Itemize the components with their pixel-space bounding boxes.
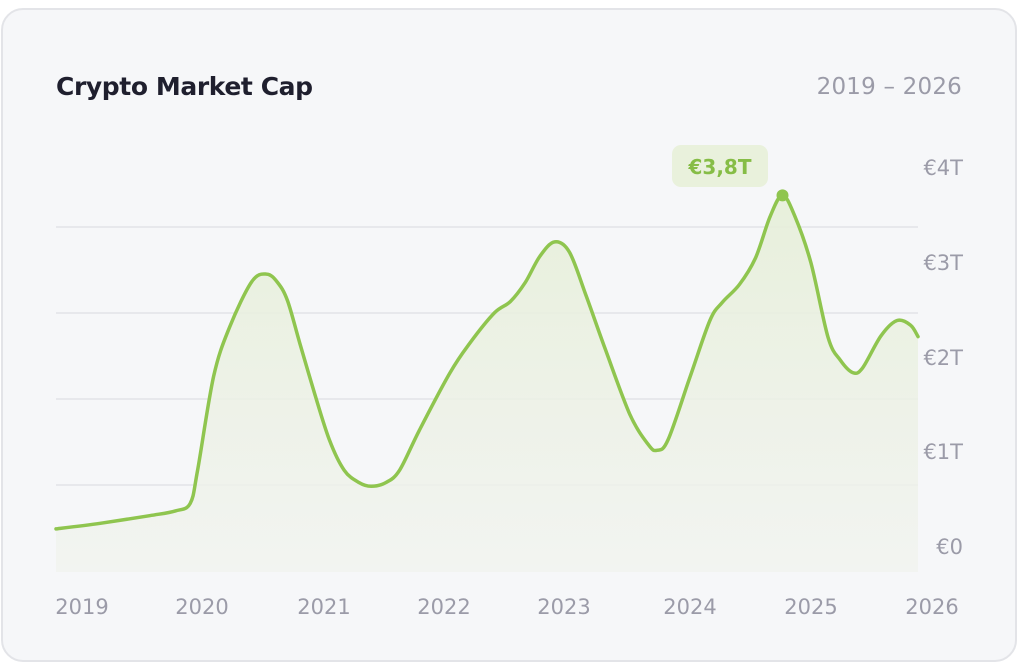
x-tick-label: 2023: [537, 595, 590, 619]
data-line: [54, 193, 920, 531]
y-tick-label: €0: [936, 535, 963, 559]
peak-marker[interactable]: [776, 189, 789, 202]
date-range: 2019 – 2026: [816, 74, 962, 100]
x-tick-label: 2020: [175, 595, 228, 619]
y-tick-label: €2T: [923, 346, 963, 370]
chart-title: Crypto Market Cap: [56, 72, 313, 101]
x-tick-label: 2024: [663, 595, 716, 619]
x-tick-label: 2026: [905, 595, 958, 619]
x-tick-label: 2022: [417, 595, 470, 619]
y-tick-label: €1T: [923, 440, 963, 464]
tooltip: €3,8T: [672, 145, 768, 187]
tooltip-value: €3,8T: [688, 155, 752, 179]
x-tick-label: 2019: [55, 595, 108, 619]
x-tick-label: 2025: [784, 595, 837, 619]
area-fill: [56, 195, 918, 572]
x-tick-label: 2021: [297, 595, 350, 619]
y-axis: €4T €3T €2T €1T €0: [923, 156, 963, 559]
y-tick-label: €4T: [923, 156, 963, 180]
y-tick-label: €3T: [923, 251, 963, 275]
x-axis: 2019 2020 2021 2022 2023 2024 2025 2026: [55, 595, 958, 619]
